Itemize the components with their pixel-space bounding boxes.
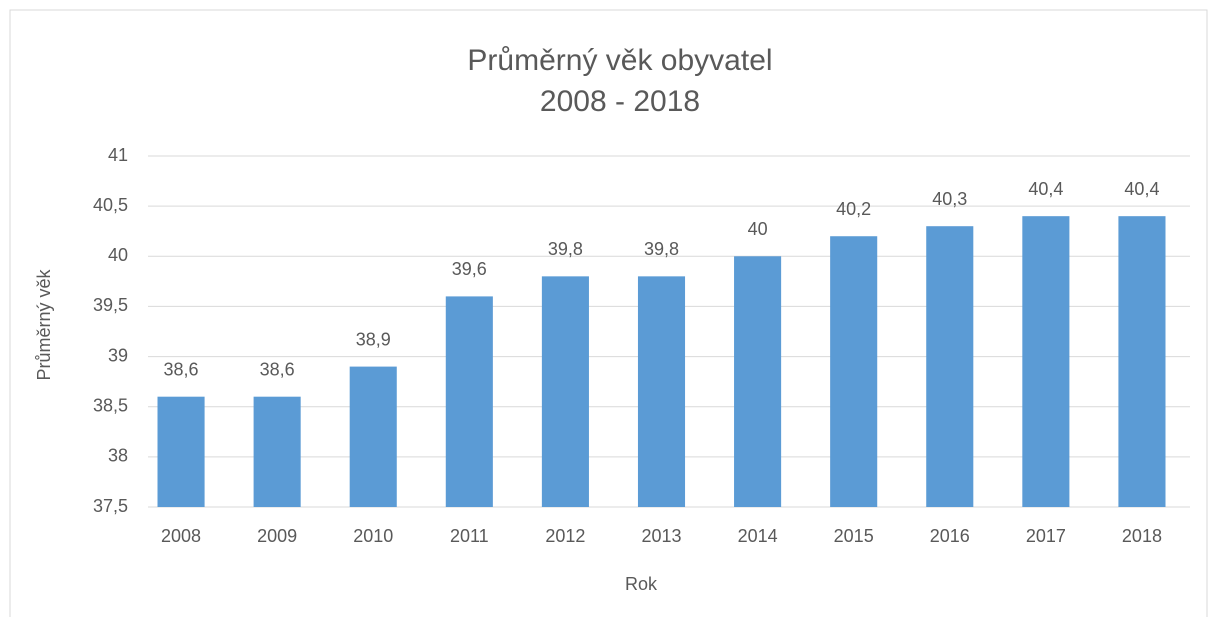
data-label: 40,3 [932, 189, 967, 209]
bar [445, 296, 493, 507]
y-tick-label: 40,5 [93, 195, 128, 215]
bar [926, 226, 974, 507]
bar [637, 276, 686, 507]
chart-border [9, 9, 1208, 617]
y-tick-label: 37,5 [93, 496, 128, 516]
bar [349, 366, 397, 507]
x-tick-label: 2008 [161, 526, 201, 546]
data-label: 40,4 [1028, 179, 1063, 199]
data-label: 39,6 [452, 259, 487, 279]
y-tick-label: 39,5 [93, 295, 128, 315]
x-tick-label: 2009 [257, 526, 297, 546]
x-axis-label: Rok [625, 574, 658, 594]
x-tick-label: 2010 [353, 526, 393, 546]
data-label: 38,9 [356, 329, 391, 349]
y-tick-label: 39 [108, 345, 128, 365]
x-tick-label: 2012 [545, 526, 585, 546]
y-tick-label: 38 [108, 446, 128, 466]
bar [253, 396, 301, 507]
data-label: 39,8 [644, 239, 679, 259]
bar [830, 236, 878, 507]
x-tick-label: 2018 [1122, 526, 1162, 546]
bar [541, 276, 589, 507]
y-tick-label: 38,5 [93, 395, 128, 415]
x-tick-label: 2015 [834, 526, 874, 546]
chart-subtitle: 2008 - 2018 [540, 85, 700, 118]
x-tick-label: 2014 [738, 526, 778, 546]
data-label: 40,2 [836, 199, 871, 219]
bar [1022, 216, 1070, 507]
data-label: 40,4 [1124, 179, 1159, 199]
y-axis-label: Průměrný věk [34, 268, 54, 380]
x-tick-label: 2016 [930, 526, 970, 546]
y-tick-label: 41 [108, 145, 128, 165]
bar [157, 396, 205, 507]
x-tick-label: 2013 [641, 526, 681, 546]
x-tick-label: 2017 [1026, 526, 1066, 546]
y-tick-label: 40 [108, 245, 128, 265]
data-label: 38,6 [164, 359, 199, 379]
data-label: 39,8 [548, 239, 583, 259]
data-label: 38,6 [260, 359, 295, 379]
bar [734, 256, 782, 507]
data-label: 40 [748, 219, 768, 239]
bar [1118, 216, 1166, 507]
chart-title: Průměrný věk obyvatel [467, 44, 772, 77]
x-tick-label: 2011 [450, 526, 489, 546]
